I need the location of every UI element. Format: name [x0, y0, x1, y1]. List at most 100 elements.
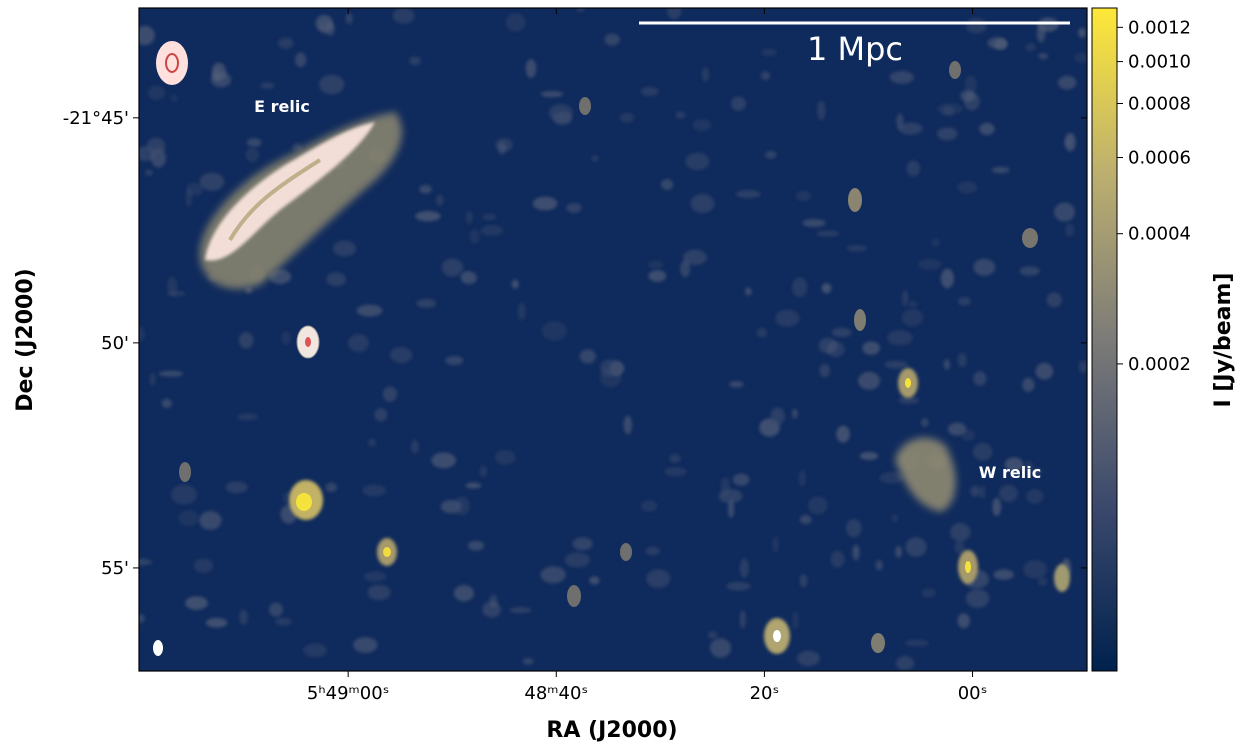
diffuse-emission: [775, 309, 800, 327]
diffuse-emission: [772, 536, 779, 553]
point-source: [305, 337, 311, 347]
diffuse-emission: [1046, 292, 1063, 308]
diffuse-emission: [600, 359, 621, 377]
diffuse-emission: [846, 245, 868, 252]
diffuse-emission: [356, 304, 383, 317]
diffuse-emission: [591, 155, 599, 162]
diffuse-emission: [1057, 75, 1077, 90]
diffuse-emission: [1023, 560, 1048, 579]
diffuse-emission: [739, 610, 747, 629]
diffuse-emission: [389, 347, 413, 363]
point-source: [179, 462, 191, 482]
diffuse-emission: [161, 398, 173, 409]
diffuse-emission: [943, 359, 950, 370]
diffuse-emission: [205, 617, 228, 628]
diffuse-emission: [158, 370, 184, 377]
diffuse-emission: [895, 656, 915, 671]
diffuse-emission: [641, 500, 658, 512]
diffuse-emission: [692, 118, 712, 131]
diffuse-emission: [735, 189, 761, 199]
y-tick-label: 50': [101, 333, 129, 354]
diffuse-emission: [303, 643, 328, 658]
diffuse-emission: [791, 408, 798, 419]
diffuse-emission: [917, 258, 942, 270]
diffuse-emission: [269, 602, 284, 617]
diffuse-emission: [802, 218, 826, 228]
x-tick-label: 5ʰ49ᵐ00ˢ: [307, 683, 389, 704]
diffuse-emission: [707, 631, 718, 639]
diffuse-emission: [739, 558, 749, 578]
diffuse-emission: [905, 537, 927, 557]
diffuse-emission: [852, 544, 860, 561]
diffuse-emission: [548, 103, 573, 122]
colorbar-tick-label: 0.0008: [1128, 93, 1191, 114]
diffuse-emission: [964, 75, 977, 95]
diffuse-emission: [831, 327, 852, 338]
diffuse-emission: [237, 413, 259, 421]
diffuse-emission: [453, 585, 475, 602]
diffuse-emission: [799, 574, 808, 588]
diffuse-emission: [884, 360, 909, 369]
diffuse-emission: [532, 196, 558, 211]
diffuse-emission: [898, 122, 923, 135]
diffuse-emission: [796, 190, 811, 202]
diffuse-emission: [415, 210, 441, 222]
diffuse-emission: [942, 105, 955, 116]
diffuse-emission: [517, 302, 526, 321]
diffuse-emission: [139, 325, 145, 342]
diffuse-emission: [325, 482, 338, 492]
annotation: E relic: [254, 97, 310, 116]
diffuse-emission: [666, 8, 682, 20]
diffuse-emission: [419, 184, 432, 194]
diffuse-emission: [792, 611, 799, 630]
point-source: [949, 61, 961, 79]
diffuse-emission: [792, 277, 808, 298]
diffuse-emission: [906, 160, 921, 177]
e-relic-contour: [228, 158, 322, 241]
diffuse-emission: [1024, 42, 1036, 52]
point-source: [854, 309, 866, 331]
diffuse-emission: [1074, 52, 1087, 64]
diffuse-emission: [991, 166, 1010, 174]
diffuse-emission: [987, 37, 1008, 49]
diffuse-emission: [957, 613, 971, 629]
diffuse-emission: [139, 25, 155, 46]
diffuse-emission: [362, 484, 387, 497]
diffuse-emission: [730, 96, 747, 111]
point-source: [567, 585, 581, 607]
diffuse-emission: [1032, 468, 1042, 476]
diffuse-emission: [292, 142, 303, 152]
diffuse-emission: [199, 511, 222, 530]
diffuse-emission: [225, 481, 248, 494]
colorbar-label: I [Jy/beam]: [1211, 273, 1236, 408]
diffuse-emission: [620, 112, 635, 123]
diffuse-emission: [441, 258, 464, 277]
point-source: [383, 547, 391, 557]
diffuse-emission: [901, 308, 924, 327]
point-source: [579, 97, 591, 115]
point-source: [156, 41, 188, 85]
colorbar-tick-label: 0.0012: [1128, 17, 1191, 38]
diffuse-emission: [709, 638, 732, 658]
y-axis-label: Dec (J2000): [13, 268, 38, 411]
point-source: [165, 53, 179, 73]
diffuse-emission: [887, 330, 913, 346]
diffuse-emission: [726, 581, 751, 591]
diffuse-emission: [246, 138, 262, 147]
diffuse-emission: [973, 371, 987, 386]
diffuse-emission: [211, 62, 227, 82]
diffuse-emission: [511, 279, 519, 289]
diffuse-emission: [318, 74, 345, 95]
point-source: [296, 493, 312, 511]
plot-frame: [138, 7, 1088, 672]
diffuse-emission: [465, 482, 482, 489]
colorbar-tick-label: 0.0010: [1128, 52, 1191, 73]
diffuse-emission: [325, 22, 335, 37]
diffuse-emission: [797, 650, 820, 667]
diffuse-emission: [139, 558, 153, 566]
diffuse-emission: [640, 86, 659, 97]
diffuse-emission: [817, 100, 826, 121]
colorbar-tick-label: 0.0004: [1128, 224, 1191, 245]
diffuse-emission: [453, 496, 470, 516]
diffuse-emission: [973, 258, 996, 276]
